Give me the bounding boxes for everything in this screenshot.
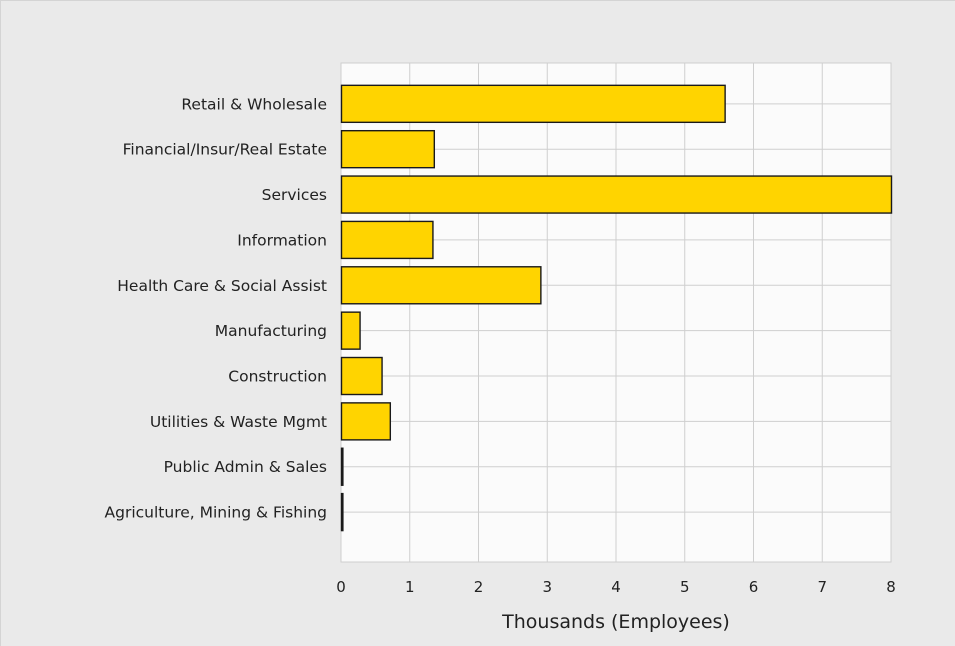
bar-4 bbox=[340, 266, 542, 305]
x-tick-labels: 0 1 2 3 4 5 6 7 8 bbox=[336, 578, 896, 596]
bar-1 bbox=[340, 129, 436, 169]
category-label: Services bbox=[262, 186, 327, 204]
x-tick-label: 8 bbox=[886, 578, 896, 596]
bar-5 bbox=[340, 311, 361, 350]
x-tick-label: 4 bbox=[611, 578, 621, 596]
x-tick-label: 2 bbox=[474, 578, 484, 596]
bar-3 bbox=[340, 220, 434, 260]
x-axis-title: Thousands (Employees) bbox=[501, 611, 730, 633]
bar-2 bbox=[340, 175, 893, 214]
x-tick-label: 7 bbox=[817, 578, 827, 596]
x-tick-label: 1 bbox=[405, 578, 415, 596]
category-label: Utilities & Waste Mgmt bbox=[150, 413, 327, 431]
category-label: Retail & Wholesale bbox=[181, 95, 327, 113]
category-label: Public Admin & Sales bbox=[164, 458, 327, 476]
category-label: Agriculture, Mining & Fishing bbox=[105, 504, 327, 522]
category-label: Construction bbox=[228, 368, 327, 386]
category-label: Information bbox=[237, 231, 327, 249]
category-label: Manufacturing bbox=[215, 322, 327, 340]
bar-0 bbox=[340, 84, 726, 124]
category-label: Health Care & Social Assist bbox=[117, 277, 327, 295]
category-label: Financial/Insur/Real Estate bbox=[123, 141, 327, 159]
bar-6 bbox=[340, 356, 383, 396]
bars bbox=[340, 84, 893, 532]
bar-8 bbox=[340, 447, 344, 486]
x-tick-label: 5 bbox=[680, 578, 690, 596]
x-tick-label: 6 bbox=[749, 578, 759, 596]
category-labels: Retail & Wholesale Financial/Insur/Real E… bbox=[105, 95, 327, 521]
bar-7 bbox=[340, 402, 392, 441]
x-tick-label: 3 bbox=[542, 578, 552, 596]
x-tick-label: 0 bbox=[336, 578, 346, 596]
bar-9 bbox=[340, 492, 344, 532]
